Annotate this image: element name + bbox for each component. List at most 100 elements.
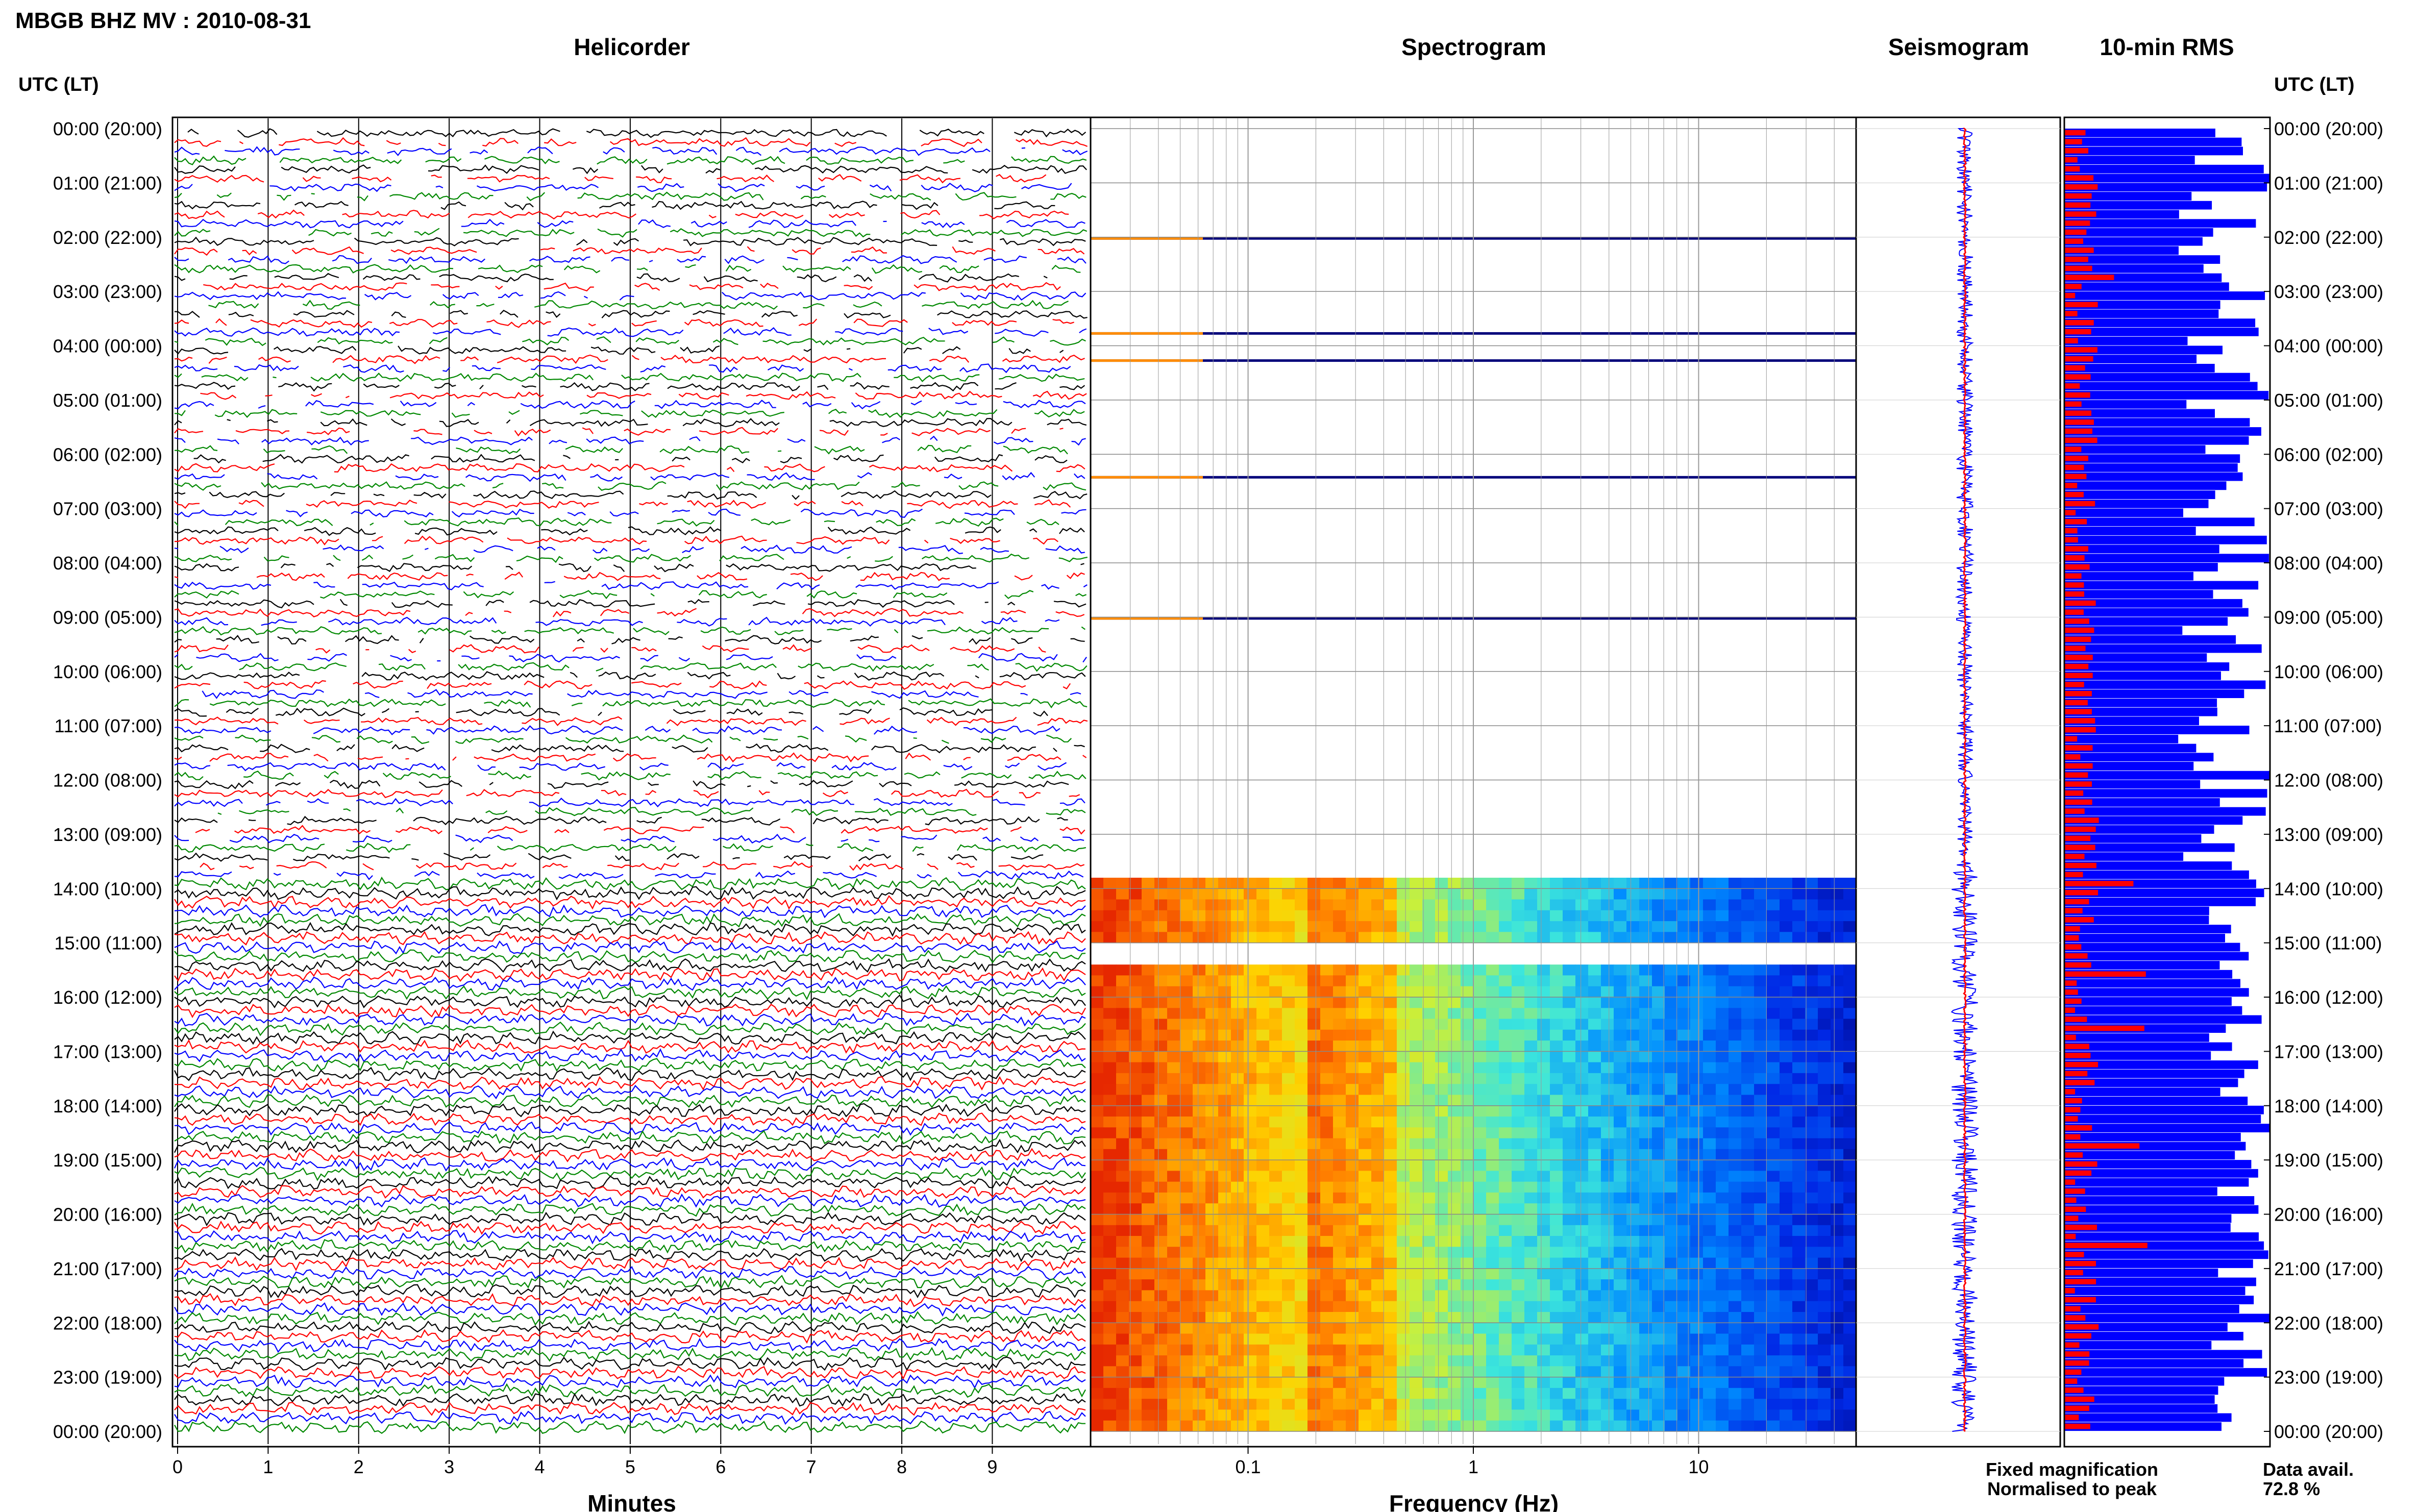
spectrogram-cell [1780, 1290, 1793, 1302]
spectrogram-cell [1218, 1323, 1231, 1334]
spectrogram-cell [1116, 1008, 1129, 1020]
spectrogram-cell [1371, 1040, 1385, 1052]
spectrogram-cell [1575, 1268, 1589, 1280]
spectrogram-cell [1103, 1301, 1117, 1312]
time-label-left: 20:00 (16:00) [53, 1204, 162, 1225]
helicorder-trace [174, 599, 1087, 609]
spectrogram-cell [1346, 1279, 1359, 1291]
spectrogram-cell [1831, 1127, 1844, 1139]
spectrogram-cell [1767, 1138, 1780, 1150]
rms-bar-fixed [2064, 454, 2240, 463]
spectrogram-cell [1741, 1312, 1755, 1323]
rms-bar-fixed [2064, 1196, 2255, 1205]
spectrogram-cell [1831, 1225, 1844, 1236]
helicorder-trace [174, 1193, 1086, 1208]
spectrogram-cell [1601, 1247, 1614, 1258]
spectrogram-cell [1665, 878, 1678, 889]
spectrogram-cell [1410, 1279, 1423, 1291]
spectrogram-cell [1588, 1192, 1601, 1204]
spectrogram-cell [1716, 1051, 1729, 1063]
helicorder-trace [174, 653, 1088, 663]
rms-bar-normalised [2064, 419, 2094, 425]
spectrogram-cell [1435, 1160, 1448, 1171]
spectrogram-cell [1320, 1160, 1334, 1171]
spectrogram-cell [1461, 1290, 1474, 1302]
spectrogram-cell [1754, 1214, 1767, 1226]
spectrogram-cell [1537, 1409, 1550, 1421]
spectrogram-cell [1767, 1377, 1780, 1389]
spectrogram-cell [1563, 964, 1576, 976]
spectrogram-cell [1282, 1073, 1295, 1084]
rms-bar-fixed [2064, 1178, 2249, 1187]
spectrogram-cell [1116, 1333, 1129, 1345]
rms-bar-normalised [2064, 338, 2078, 343]
spectrogram-cell [1269, 1409, 1282, 1421]
spectrogram-cell [1843, 1312, 1857, 1323]
rms-bar-fixed [2064, 988, 2249, 997]
helicorder-trace [174, 1021, 1086, 1036]
spectrogram-cell [1091, 1073, 1104, 1084]
rms-bar-normalised [2064, 483, 2078, 488]
spectrogram-cell [1422, 878, 1436, 889]
spectrogram-cell [1512, 1214, 1525, 1226]
spectrogram-cell [1843, 1095, 1857, 1106]
spectrogram-cell [1767, 1029, 1780, 1041]
spectrogram-cell [1205, 1214, 1219, 1226]
spectrogram-cell [1103, 1225, 1117, 1236]
spectrogram-cell [1384, 1236, 1397, 1247]
rms-bar-fixed [2064, 1413, 2232, 1422]
spectrogram-cell [1359, 1181, 1372, 1193]
spectrogram-cell [1154, 1149, 1168, 1160]
spectrogram-cell [1843, 1117, 1857, 1128]
spectrogram-cell [1677, 899, 1691, 911]
spectrogram-cell [1103, 1062, 1117, 1074]
spectrogram-cell [1142, 1247, 1155, 1258]
spectrogram-cell [1563, 1084, 1576, 1096]
spectrogram-cell [1142, 1409, 1155, 1421]
spectrogram-cell [1218, 878, 1231, 889]
spectrogram-cell [1767, 1171, 1780, 1182]
spectrogram-cell [1129, 1236, 1142, 1247]
spectrogram-cell [1639, 1312, 1652, 1323]
spectrogram-cell [1359, 1084, 1372, 1096]
spectrogram-cell [1346, 1062, 1359, 1074]
spectrogram-cell [1448, 1149, 1461, 1160]
spectrogram-cell [1805, 1029, 1818, 1041]
spectrogram-cell [1831, 1312, 1844, 1323]
spectrogram-cell [1665, 1312, 1678, 1323]
spectrogram-cell [1805, 1399, 1818, 1410]
spectrogram-cell [1307, 1301, 1321, 1312]
spectrogram-cell [1512, 1355, 1525, 1367]
rms-bar-normalised [2064, 211, 2096, 217]
spectrogram-cell [1767, 921, 1780, 932]
spectrogram-cell [1499, 1095, 1512, 1106]
spectrogram-cell [1448, 910, 1461, 922]
spectrogram-cell [1167, 910, 1180, 922]
spectrogram-cell [1818, 1062, 1831, 1074]
spectrogram-cell [1193, 1117, 1206, 1128]
spectrogram-cell [1167, 1192, 1180, 1204]
helicorder-trace [174, 1275, 1086, 1290]
spectrogram-cell [1116, 1160, 1129, 1171]
spectrogram-cell [1435, 1019, 1448, 1030]
spectrogram-cell [1754, 1127, 1767, 1139]
spectrogram-cell [1269, 975, 1282, 987]
spectrogram-cell [1690, 1387, 1704, 1399]
spectrogram-cell [1422, 1029, 1436, 1041]
spectrogram-cell [1754, 878, 1767, 889]
spectrogram-cell [1818, 1387, 1831, 1399]
spectrogram-cell [1780, 1247, 1793, 1258]
spectrogram-cell [1307, 1019, 1321, 1030]
spectrogram-cell [1269, 1312, 1282, 1323]
spectrogram-cell [1499, 1029, 1512, 1041]
spectrogram-cell [1754, 1225, 1767, 1236]
spectrogram-cell [1677, 1366, 1691, 1378]
spectrogram-cell [1792, 1051, 1806, 1063]
spectrogram-cell [1461, 1192, 1474, 1204]
spectrogram-cell [1448, 1040, 1461, 1052]
spectrogram-cell [1410, 1387, 1423, 1399]
spectrogram-cell [1499, 1138, 1512, 1150]
spectrogram-cell [1843, 1257, 1857, 1269]
spectrogram-cell [1524, 1420, 1538, 1432]
spectrogram-cell [1652, 1029, 1665, 1041]
